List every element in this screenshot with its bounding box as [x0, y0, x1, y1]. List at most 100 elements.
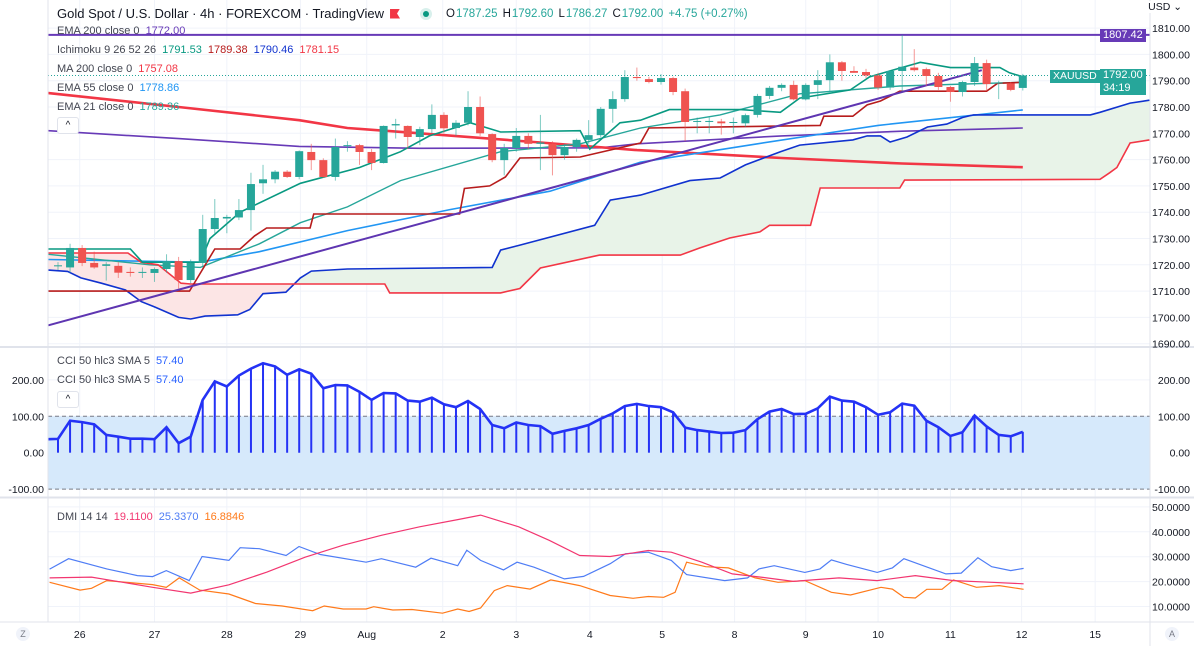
- candle-body: [186, 262, 195, 281]
- candle-body: [862, 72, 871, 76]
- candle-body: [451, 122, 460, 129]
- candle-body: [427, 114, 436, 130]
- dmi-tick-label: 40.0000: [1152, 527, 1190, 539]
- legend-ma200[interactable]: MA 200 close 0 1757.08: [57, 63, 178, 75]
- plus-di-line: [49, 545, 1024, 582]
- candle-body: [78, 247, 87, 263]
- candle-body: [572, 139, 581, 147]
- candle-body: [90, 262, 99, 268]
- candle-body: [379, 125, 388, 164]
- legend-dmi[interactable]: DMI 14 14 19.1100 25.3370 16.8846: [57, 511, 244, 523]
- legend-value: 19.1100: [113, 511, 153, 523]
- candle-body: [343, 145, 352, 147]
- auto-scale-button[interactable]: A: [1165, 627, 1179, 641]
- candle-body: [777, 84, 786, 88]
- symbol-title[interactable]: Gold Spot / U.S. Dollar · 4h · FOREXCOM …: [57, 6, 385, 21]
- close-value: 1792.00: [621, 7, 664, 20]
- candle-body: [813, 80, 822, 85]
- legend-label: CCI 50 hlc3 SMA 5: [57, 374, 150, 386]
- candle-body: [1018, 75, 1027, 88]
- collapse-legend-button[interactable]: ^: [57, 117, 79, 134]
- legend-value: 16.8846: [204, 511, 245, 523]
- legend-cci-2[interactable]: CCI 50 hlc3 SMA 5 57.40: [57, 374, 183, 386]
- price-tick-label: 1740.00: [1152, 207, 1190, 219]
- candle-body: [174, 261, 183, 281]
- legend-value: 1778.86: [139, 82, 180, 94]
- cci-line: [48, 361, 1024, 445]
- candle-body: [632, 77, 641, 79]
- candle-body: [753, 95, 762, 115]
- hline-price-tag: 1807.42: [1100, 29, 1146, 42]
- price-tick-label: 1780.00: [1152, 102, 1190, 114]
- time-tick-label: 10: [872, 629, 884, 641]
- price-pane[interactable]: [48, 33, 1152, 327]
- candle-body: [138, 271, 147, 273]
- legend-label: DMI 14 14: [57, 511, 108, 523]
- cci-tick-label-left: -100.00: [8, 484, 44, 496]
- candle-body: [922, 69, 931, 76]
- ohlc-values: O 1787.25 H 1792.60 L 1786.27 C 1792.00 +4.7…: [446, 8, 748, 20]
- timezone-button[interactable]: Z: [16, 627, 30, 641]
- last-price-tag: 1792.00 34:19: [1100, 69, 1146, 95]
- candle-body: [886, 70, 895, 88]
- candle-body: [319, 160, 328, 177]
- candle-body: [271, 171, 280, 180]
- time-tick-label: 9: [803, 629, 809, 641]
- collapse-cci-legend-button[interactable]: ^: [57, 391, 79, 408]
- legend-value: 1789.36: [139, 101, 180, 113]
- cci-tick-label: 100.00: [1158, 411, 1190, 423]
- candle-body: [102, 264, 111, 266]
- time-tick-label: 15: [1089, 629, 1101, 641]
- price-tick-label: 1730.00: [1152, 234, 1190, 246]
- candle-body: [439, 114, 448, 129]
- time-tick-label: 26: [74, 629, 86, 641]
- ema-21-line: [48, 81, 1023, 269]
- market-open-dot-icon: [420, 7, 433, 20]
- currency-selector[interactable]: USD ⌄: [1144, 1, 1186, 13]
- candle-body: [608, 99, 617, 109]
- candle-body: [1006, 83, 1015, 90]
- candle-body: [825, 62, 834, 81]
- candle-body: [657, 78, 665, 83]
- ichimoku-span-b-line: [48, 139, 1150, 294]
- candle-body: [222, 216, 231, 219]
- cci-tick-label: 0.00: [1170, 448, 1191, 460]
- open-key: O: [446, 7, 455, 20]
- legend-value: 1757.08: [138, 63, 178, 75]
- legend-cci-1[interactable]: CCI 50 hlc3 SMA 5 57.40: [57, 355, 183, 367]
- candle-body: [524, 135, 533, 144]
- legend-ichimoku[interactable]: Ichimoku 9 26 52 26 1791.53 1789.38 1790.46…: [57, 44, 339, 56]
- candle-body: [837, 62, 846, 71]
- legend-ema200[interactable]: EMA 200 close 0 1772.00: [57, 25, 185, 37]
- candle-body: [415, 129, 424, 137]
- price-tick-label: 1770.00: [1152, 128, 1190, 140]
- candle-body: [234, 210, 243, 218]
- legend-value: 1791.53: [162, 44, 202, 56]
- candle-body: [464, 107, 473, 123]
- open-value: 1787.25: [455, 7, 498, 20]
- candle-body: [849, 70, 858, 73]
- red-flag-icon[interactable]: [390, 8, 401, 19]
- candle-body: [596, 108, 605, 136]
- candle-body: [970, 63, 979, 83]
- high-key: H: [502, 7, 511, 20]
- dmi-pane[interactable]: [49, 514, 1024, 614]
- candle-body: [669, 78, 678, 93]
- cci-tick-label-left: 200.00: [12, 375, 44, 387]
- price-tick-label: 1810.00: [1152, 23, 1190, 35]
- price-tick-label: 1720.00: [1152, 260, 1190, 272]
- candle-body: [198, 229, 207, 263]
- legend-ema55[interactable]: EMA 55 close 0 1778.86: [57, 82, 179, 94]
- candle-body: [693, 120, 702, 122]
- time-tick-label: 28: [221, 629, 233, 641]
- ichimoku-conversion-line: [48, 61, 1024, 263]
- candle-body: [958, 82, 967, 93]
- legend-ema21[interactable]: EMA 21 close 0 1789.36: [57, 101, 179, 113]
- cci-pane[interactable]: [48, 361, 1150, 490]
- candle-body: [584, 135, 593, 140]
- dmi-tick-label: 20.0000: [1152, 577, 1190, 589]
- candle-body: [355, 145, 364, 152]
- time-tick-label: 12: [1016, 629, 1028, 641]
